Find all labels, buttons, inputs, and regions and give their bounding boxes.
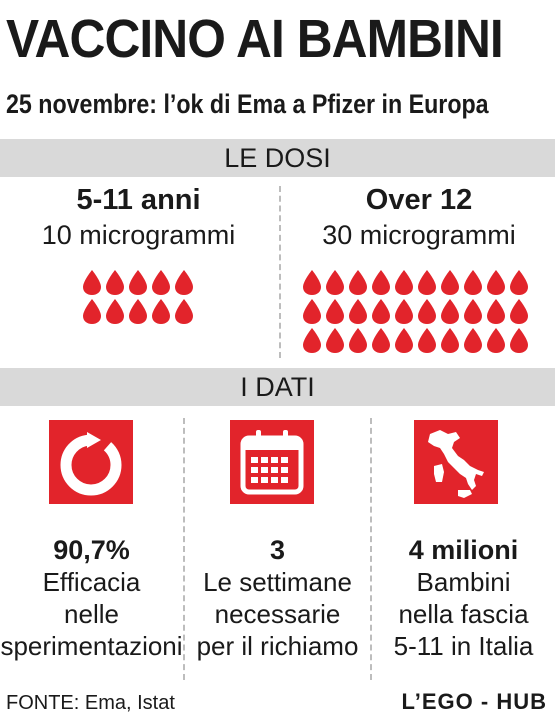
drop-icon <box>418 270 436 295</box>
stat-children: 4 milioni Bambini nella fascia 5-11 in I… <box>372 534 555 662</box>
dose-group-label: 5-11 anni <box>76 184 201 216</box>
stat-desc-line: per il richiamo <box>196 631 359 661</box>
stats-divider-1 <box>183 418 185 680</box>
drop-icon <box>464 270 482 295</box>
stat-value: 3 <box>269 535 286 565</box>
drop-icon <box>487 328 505 353</box>
drop-icon <box>326 328 344 353</box>
drop-icon <box>487 299 505 324</box>
dose-column-over-12: Over 12 30 microgrammi <box>283 182 555 252</box>
drop-icon <box>129 299 147 324</box>
drop-icon <box>510 270 528 295</box>
italy-map-icon <box>414 420 498 504</box>
drop-icon <box>303 270 321 295</box>
drop-icon <box>372 299 390 324</box>
stat-desc-line: Bambini <box>416 567 511 597</box>
drop-icon <box>326 270 344 295</box>
drop-icon <box>510 328 528 353</box>
drop-icon <box>510 299 528 324</box>
drop-icon <box>326 299 344 324</box>
drop-icon <box>349 270 367 295</box>
page-subtitle: 25 novembre: l’ok di Ema a Pfizer in Eur… <box>6 89 489 119</box>
drops-group-5-11 <box>82 270 196 328</box>
drop-icon <box>106 270 124 295</box>
stat-value: 4 milioni <box>408 535 519 565</box>
stat-weeks: 3 Le settimane necessarie per il richiam… <box>185 534 370 662</box>
drop-icon <box>418 328 436 353</box>
drop-icon <box>441 270 459 295</box>
stats-divider-2 <box>370 418 372 680</box>
stat-desc-line: nella fascia <box>398 599 529 629</box>
drop-icon <box>487 270 505 295</box>
dose-column-5-11: 5-11 anni 10 microgrammi <box>0 182 277 252</box>
drop-icon <box>83 299 101 324</box>
drop-icon <box>464 299 482 324</box>
drop-icon <box>303 328 321 353</box>
drop-icon <box>349 299 367 324</box>
efficacy-ring-icon <box>49 420 133 504</box>
page-title: VACCINO AI BAMBINI <box>6 9 504 69</box>
drop-icon <box>152 270 170 295</box>
dose-divider <box>279 186 281 358</box>
drops-group-over-12 <box>302 270 530 357</box>
calendar-icon <box>230 420 314 504</box>
dose-amount-label: 30 microgrammi <box>322 220 516 250</box>
stat-efficacy: 90,7% Efficacia nelle sperimentazioni <box>0 534 183 662</box>
drop-icon <box>441 299 459 324</box>
stat-desc-line: Le settimane <box>203 567 352 597</box>
drop-icon <box>349 328 367 353</box>
drop-icon <box>303 299 321 324</box>
drop-icon <box>464 328 482 353</box>
drop-icon <box>83 270 101 295</box>
drop-icon <box>441 328 459 353</box>
drop-icon <box>372 270 390 295</box>
stat-desc-line: 5-11 in Italia <box>393 631 534 661</box>
drop-icon <box>175 299 193 324</box>
section-band-dati: I DATI <box>0 368 555 406</box>
brand-logo: L’EGO - HUB <box>401 689 547 714</box>
dose-group-label: Over 12 <box>365 184 473 216</box>
stat-desc-line: sperimentazioni <box>0 631 183 661</box>
stat-value: 90,7% <box>53 535 130 565</box>
section-band-dosi: LE DOSI <box>0 139 555 177</box>
drop-icon <box>372 328 390 353</box>
drop-icon <box>395 328 413 353</box>
drop-icon <box>395 299 413 324</box>
drop-icon <box>175 270 193 295</box>
stat-desc-line: Efficacia <box>42 567 141 597</box>
drop-icon <box>418 299 436 324</box>
drop-icon <box>152 299 170 324</box>
drop-icon <box>395 270 413 295</box>
drop-icon <box>106 299 124 324</box>
stat-desc-line: necessarie <box>214 599 341 629</box>
source-credit: FONTE: Ema, Istat <box>6 692 175 714</box>
drop-icon <box>129 270 147 295</box>
stat-desc-line: nelle <box>64 599 119 629</box>
dose-amount-label: 10 microgrammi <box>41 220 236 250</box>
